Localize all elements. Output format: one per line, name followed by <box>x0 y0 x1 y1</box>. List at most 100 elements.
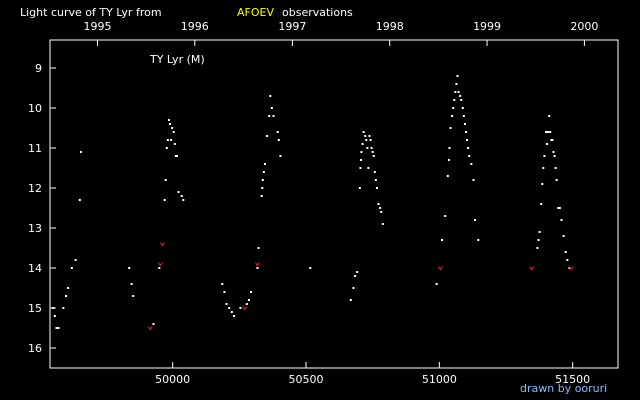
observation-point <box>132 295 135 297</box>
observation-point <box>263 163 266 165</box>
observation-point <box>239 307 242 309</box>
observation-point <box>356 271 359 273</box>
observation-point <box>551 139 554 141</box>
observation-point <box>233 315 235 317</box>
observation-point <box>552 151 555 153</box>
observation-point <box>177 191 180 193</box>
observation-point <box>250 291 253 293</box>
observation-point <box>379 207 382 209</box>
observation-point <box>547 131 550 133</box>
observation-point <box>554 167 557 169</box>
observation-point <box>247 299 250 301</box>
observation-point <box>449 127 452 129</box>
observation-point <box>261 179 264 181</box>
observation-point <box>158 267 161 269</box>
observation-point <box>447 159 450 161</box>
observation-point <box>375 187 378 189</box>
observation-point <box>223 291 226 293</box>
observation-point <box>167 119 170 121</box>
observation-point <box>546 143 549 145</box>
chart-title-source: AFOEV <box>237 6 274 19</box>
observation-point <box>269 95 272 97</box>
observation-point <box>566 259 569 261</box>
chart-title-prefix: Light curve of TY Lyr from <box>20 6 162 19</box>
observation-point <box>163 199 166 201</box>
fainter-than-marker <box>437 266 443 271</box>
observation-point <box>260 195 263 197</box>
observation-point <box>536 247 539 249</box>
year-tick-label: 1995 <box>83 20 111 33</box>
y-tick-label: 13 <box>28 222 42 235</box>
observation-point <box>451 115 454 117</box>
fainter-than-marker <box>160 242 165 247</box>
observation-point <box>377 203 380 205</box>
observation-point <box>257 247 260 249</box>
observation-point <box>62 307 65 309</box>
observation-point <box>175 155 178 157</box>
observation-point <box>180 195 183 197</box>
observation-point <box>359 167 362 169</box>
fainter-than-marker <box>242 306 248 311</box>
y-tick-label: 16 <box>28 342 42 355</box>
observation-point <box>358 187 361 189</box>
observation-point <box>367 167 370 169</box>
observation-point <box>171 127 174 129</box>
observation-point <box>225 303 228 305</box>
observation-point <box>272 115 275 117</box>
observation-point <box>446 175 449 177</box>
year-tick-label: 1999 <box>473 20 501 33</box>
observation-point <box>79 151 82 153</box>
y-tick-label: 9 <box>35 62 42 75</box>
y-tick-label: 12 <box>28 182 42 195</box>
credit-text: drawn by ooruri <box>520 382 607 395</box>
year-tick-label: 2000 <box>570 20 598 33</box>
observation-point <box>368 135 371 137</box>
observation-point <box>52 307 55 309</box>
observation-point <box>465 131 467 133</box>
observation-point <box>470 163 473 165</box>
observation-point <box>461 107 464 109</box>
observation-point <box>164 179 167 181</box>
top-axis-year-ticks: 1995 1996 1997 1998 1999 2000 <box>83 20 598 46</box>
y-tick-label: 14 <box>28 262 42 275</box>
y-tick-label: 10 <box>28 102 42 115</box>
observation-point <box>545 131 547 133</box>
observation-point <box>270 107 273 109</box>
observation-point <box>352 287 355 289</box>
observation-point <box>467 147 470 149</box>
year-tick-label: 1997 <box>278 20 306 33</box>
observation-point <box>453 99 456 101</box>
observation-point <box>550 139 553 141</box>
observation-point <box>309 267 312 269</box>
observation-point <box>360 151 363 153</box>
observation-point <box>70 267 73 269</box>
observation-point <box>221 283 224 285</box>
observation-point <box>477 239 480 241</box>
observation-point <box>553 155 556 157</box>
y-tick-label: 11 <box>28 142 42 155</box>
observation-point <box>455 83 458 85</box>
observation-point <box>562 235 565 237</box>
observation-point <box>538 231 541 233</box>
y-tick-label: 15 <box>28 302 42 315</box>
series-label: TY Lyr (M) <box>149 53 205 66</box>
observation-point <box>256 267 259 269</box>
observation-point <box>371 151 374 153</box>
observation-point <box>548 115 551 117</box>
year-tick-label: 1998 <box>376 20 404 33</box>
observation-point <box>261 187 264 189</box>
observation-point <box>268 115 271 117</box>
observation-point <box>354 275 357 277</box>
observation-point <box>266 135 269 137</box>
x-tick-label: 51500 <box>555 373 590 386</box>
observation-point <box>372 155 375 157</box>
observation-point <box>555 179 558 181</box>
observation-point <box>174 155 177 157</box>
observation-point <box>543 155 546 157</box>
observation-point <box>454 91 457 93</box>
observation-point <box>466 139 469 141</box>
observation-point <box>457 91 460 93</box>
observation-point <box>74 259 77 261</box>
observation-point <box>245 303 248 305</box>
